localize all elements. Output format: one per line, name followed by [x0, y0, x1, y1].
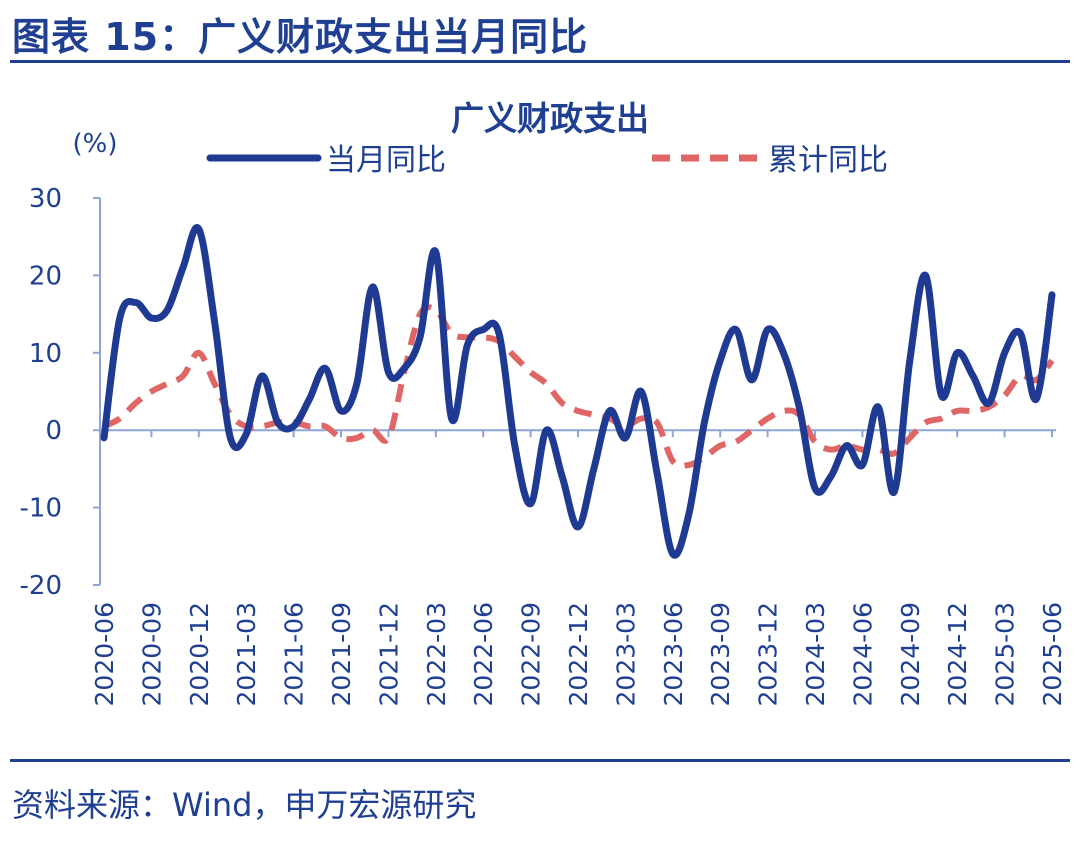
x-tick-label: 2025-06 — [1038, 602, 1067, 706]
x-tick-label: 2024-06 — [848, 602, 877, 706]
x-tick-label: 2023-06 — [659, 602, 688, 706]
footer-rule — [10, 759, 1070, 762]
x-tick-label: 2021-09 — [327, 602, 356, 706]
x-axis: 2020-06 2020-09 2020-12 2021-03 2021-06 2021-… — [90, 429, 1067, 706]
series-line-cumulative — [102, 304, 1055, 470]
chart-title: 广义财政支出 — [451, 99, 649, 138]
title-rule — [10, 60, 1070, 63]
y-tick-label: 10 — [29, 339, 62, 369]
x-tick-label: 2022-09 — [517, 602, 546, 706]
x-tick-label: 2023-12 — [754, 602, 783, 706]
x-tick-label: 2024-03 — [801, 602, 830, 706]
y-axis-unit-label: (%) — [73, 129, 118, 159]
series-line-monthly — [100, 223, 1056, 559]
legend: 当月同比 累计同比 — [206, 143, 888, 178]
x-tick-label: 2023-03 — [611, 602, 640, 706]
legend-label-cumulative: 累计同比 — [768, 143, 888, 178]
x-tick-label: 2021-06 — [280, 602, 309, 706]
x-tick-label: 2021-12 — [374, 602, 403, 706]
x-tick-label: 2023-09 — [706, 602, 735, 706]
x-tick-label: 2020-09 — [137, 602, 166, 706]
x-tick-label: 2022-03 — [422, 602, 451, 706]
y-tick-label: -10 — [20, 494, 62, 524]
x-tick-label: 2020-06 — [90, 602, 119, 706]
x-tick-label: 2025-03 — [991, 602, 1020, 706]
x-tick-label: 2020-12 — [185, 602, 214, 706]
source-note: 资料来源：Wind，申万宏源研究 — [12, 786, 477, 824]
line-chart: 广义财政支出 (%) 当月同比 累计同比 -20 -10 0 10 20 30 2020-… — [20, 99, 1067, 706]
x-tick-label: 2022-12 — [564, 602, 593, 706]
figure-title: 图表 15：广义财政支出当月同比 — [12, 15, 589, 59]
x-tick-label: 2022-06 — [469, 602, 498, 706]
x-tick-label: 2021-03 — [232, 602, 261, 706]
legend-label-monthly: 当月同比 — [326, 143, 446, 178]
series-lines — [100, 223, 1056, 559]
x-tick-label: 2024-12 — [943, 602, 972, 706]
x-tick-label: 2024-09 — [896, 602, 925, 706]
y-tick-label: 30 — [29, 184, 62, 214]
y-tick-label: 0 — [45, 416, 62, 446]
y-tick-label: 20 — [29, 261, 62, 291]
y-axis: -20 -10 0 10 20 30 — [20, 184, 101, 601]
y-tick-label: -20 — [20, 571, 62, 601]
